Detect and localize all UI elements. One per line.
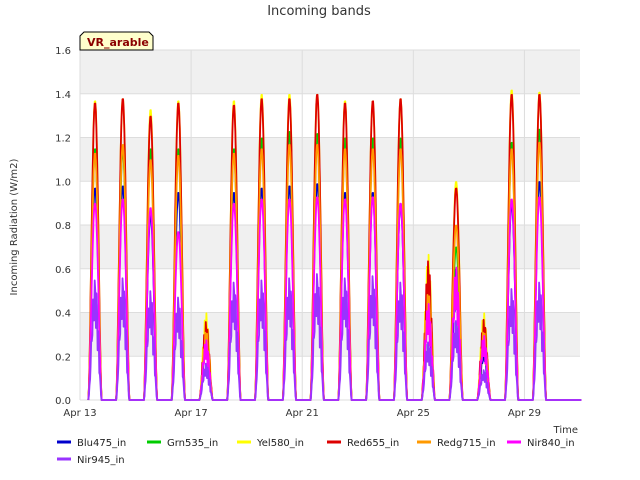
legend-label: Nir840_in [527,438,575,449]
y-axis: 0.0 0.2 0.4 0.6 0.8 1.0 1.2 1.4 1.6 [55,46,71,407]
x-tick-label: Apr 17 [175,408,208,419]
legend-item-red655-in: Red655_in [327,438,399,449]
background-band [80,312,580,357]
site-label-box: VR_arable [79,31,154,51]
legend-label: Grn535_in [167,438,218,449]
y-tick-label: 1.2 [55,134,71,145]
series-line-nir945-in [87,273,582,401]
x-tick-label: Apr 29 [508,408,541,419]
legend-item-yel580-in: Yel580_in [237,438,304,449]
plot-area [79,49,582,401]
x-tick-label: Apr 13 [63,408,96,419]
legend-item-redg715-in: Redg715_in [417,438,496,449]
legend-item-nir945-in: Nir945_in [57,455,125,466]
x-tick-label: Apr 21 [286,408,319,419]
y-tick-label: 1.0 [55,177,71,188]
series-layer [87,89,582,401]
legend-label: Blu475_in [77,438,126,449]
site-label: VR_arable [87,36,149,49]
legend-item-nir840-in: Nir840_in [507,438,575,449]
y-tick-label: 0.6 [55,265,71,276]
site-label-background [79,31,154,51]
y-tick-label: 0.8 [55,221,71,232]
legend-label: Red655_in [347,438,399,449]
legend-label: Nir945_in [77,455,125,466]
chart-title: Incoming bands [267,4,371,19]
legend-label: Yel580_in [256,438,304,449]
y-tick-label: 0.2 [55,352,71,363]
legend: Blu475_in Grn535_in Yel580_in Red655_in Redg… [57,438,575,466]
y-tick-label: 0.0 [55,396,71,407]
y-axis-label: Incoming Radiation (W/m2) [9,158,20,295]
y-tick-label: 1.6 [55,46,71,57]
background-band [80,50,580,94]
x-axis-label: Time [553,425,578,436]
y-tick-label: 1.4 [55,90,71,101]
background-bands [80,50,580,357]
y-tick-label: 0.4 [55,309,71,320]
x-axis: Apr 13 Apr 17 Apr 21 Apr 25 Apr 29 [63,408,541,419]
background-band [80,225,580,269]
x-tick-label: Apr 25 [397,408,430,419]
legend-item-grn535-in: Grn535_in [147,438,218,449]
gridlines [79,49,580,401]
background-band [80,137,580,182]
legend-item-blu475-in: Blu475_in [57,438,126,449]
legend-label: Redg715_in [437,438,496,449]
